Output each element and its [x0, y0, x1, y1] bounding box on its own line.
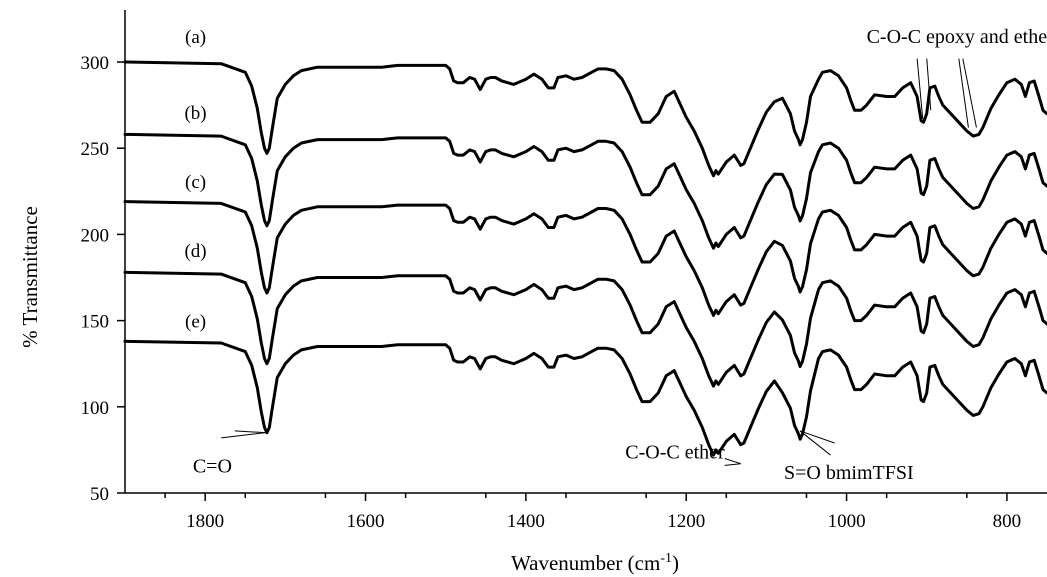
spectrum-label-a: (a): [185, 27, 206, 48]
spectra-curves: [123, 60, 1047, 457]
x-tick-label: 1000: [828, 511, 866, 532]
annotation-so: S=O bmimTFSI: [784, 430, 914, 484]
spectrum-label-c: (c): [185, 172, 206, 193]
plot-area: 50 100 150 200 250 300 1800 1600 1400 1200 1000 800: [81, 10, 1047, 532]
annotation-arrow-coc-epoxy: [958, 58, 969, 128]
spectrum-line-b: [123, 132, 1047, 250]
spectrum-line-d: [123, 270, 1047, 388]
x-axis-title-close: ): [672, 551, 679, 575]
spectrum-line-c: [123, 200, 1047, 317]
x-tick-label: 1600: [347, 511, 385, 532]
annotation-arrow-so: [799, 430, 831, 456]
y-tick-label: 150: [81, 312, 110, 333]
annotation-arrow-coc-ether: [724, 463, 741, 466]
curve-labels: (a) (b) (c) (d) (e): [184, 27, 206, 332]
annotation-arrow-co: [221, 432, 266, 439]
annotation-arrow-coc-ether: [724, 458, 741, 465]
y-tick-label: 200: [81, 225, 110, 246]
annotation-text-so: S=O bmimTFSI: [784, 462, 914, 484]
x-tick-label: 800: [993, 511, 1022, 532]
y-tick-label: 100: [81, 398, 110, 419]
annotation-text-coc-ether: C-O-C ether: [625, 442, 725, 464]
annotation-arrow-so: [799, 430, 835, 444]
spectrum-line-e: [123, 339, 1047, 457]
annotation-text-coc-epoxy: C-O-C epoxy and ether: [867, 26, 1047, 48]
annotation-co: C=O: [193, 430, 266, 477]
annotation-arrow-coc-epoxy: [916, 58, 924, 119]
spectrum-line-a: [123, 60, 1047, 178]
x-axis-title: Wavenumber (cm-1): [511, 551, 679, 575]
annotation-arrow-coc-epoxy: [926, 58, 932, 111]
x-tick-label: 1200: [667, 511, 705, 532]
spectrum-label-e: (e): [185, 311, 206, 332]
spectrum-label-b: (b): [184, 103, 206, 124]
x-axis-title-main: Wavenumber (cm: [511, 551, 660, 575]
y-tick-label: 300: [81, 53, 110, 74]
annotations: C=O C-O-C ether S=O bmimTFSI C-O-C epoxy an…: [193, 26, 1047, 484]
annotation-coc-ether: C-O-C ether: [625, 442, 741, 466]
annotation-coc-epoxy: C-O-C epoxy and ether: [867, 26, 1047, 128]
y-tick-label: 250: [81, 139, 110, 160]
y-axis-title: % Transmittance: [18, 206, 42, 348]
y-tick-label: 50: [90, 484, 109, 505]
annotation-arrow-coc-epoxy: [962, 58, 977, 128]
x-tick-label: 1400: [507, 511, 545, 532]
x-tick-label: 1800: [186, 511, 224, 532]
annotation-text-co: C=O: [193, 455, 232, 477]
annotation-arrow-co: [234, 430, 266, 434]
spectrum-label-d: (d): [184, 241, 206, 262]
x-axis-title-sup: -1: [660, 551, 672, 566]
